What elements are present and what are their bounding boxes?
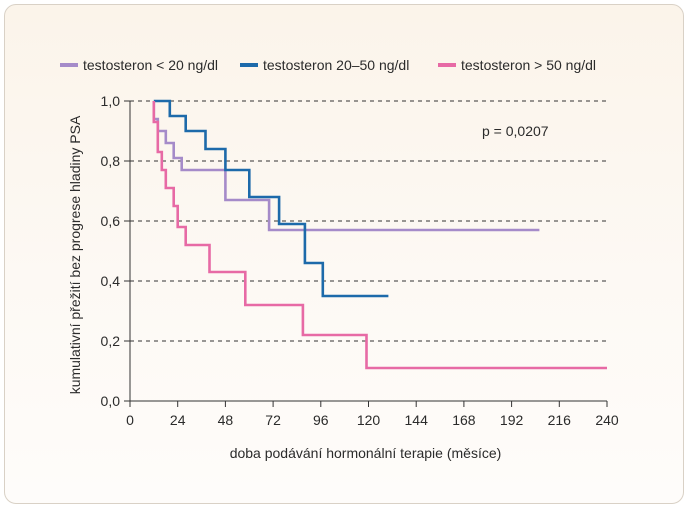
legend: testosteron < 20 ng/dl testosteron 20–50 …	[60, 57, 596, 73]
y-tick-label: 0,0	[101, 393, 121, 409]
x-tick-label: 72	[265, 412, 281, 428]
legend-label: testosteron < 20 ng/dl	[83, 57, 218, 73]
legend-label: testosteron 20–50 ng/dl	[263, 57, 409, 73]
y-tick-label: 1,0	[101, 93, 121, 109]
x-tick-label: 168	[452, 412, 476, 428]
y-tick-label: 0,2	[101, 333, 121, 349]
x-tick-label: 0	[126, 412, 134, 428]
series-line-1	[152, 101, 540, 232]
x-tick-label: 144	[405, 412, 429, 428]
x-tick-label: 120	[357, 412, 381, 428]
y-axis-label: kumulativní přežití bez progrese hladiny…	[67, 115, 83, 394]
x-tick-label: 240	[595, 412, 619, 428]
x-tick-label: 96	[313, 412, 329, 428]
y-tick-label: 0,8	[101, 153, 121, 169]
legend-label: testosteron > 50 ng/dl	[461, 57, 596, 73]
x-tick-label: 192	[500, 412, 524, 428]
x-tick-label: 48	[218, 412, 234, 428]
p-value-annotation: p = 0,0207	[482, 123, 549, 139]
y-tick-label: 0,4	[101, 273, 121, 289]
x-axis-label: doba podávání hormonální terapie (měsíce…	[230, 445, 502, 461]
series-line-2	[153, 99, 389, 298]
series-line-3	[152, 101, 607, 370]
chart-frame	[4, 4, 684, 504]
series-lines	[152, 99, 607, 370]
x-tick-label: 24	[170, 412, 186, 428]
y-tick-label: 0,6	[101, 213, 121, 229]
axes: 0,0 0,2 0,4 0,6 0,8 1,0 0 24 48 72 96 120 144 168 192 2…	[101, 93, 619, 428]
x-tick-label: 216	[548, 412, 572, 428]
